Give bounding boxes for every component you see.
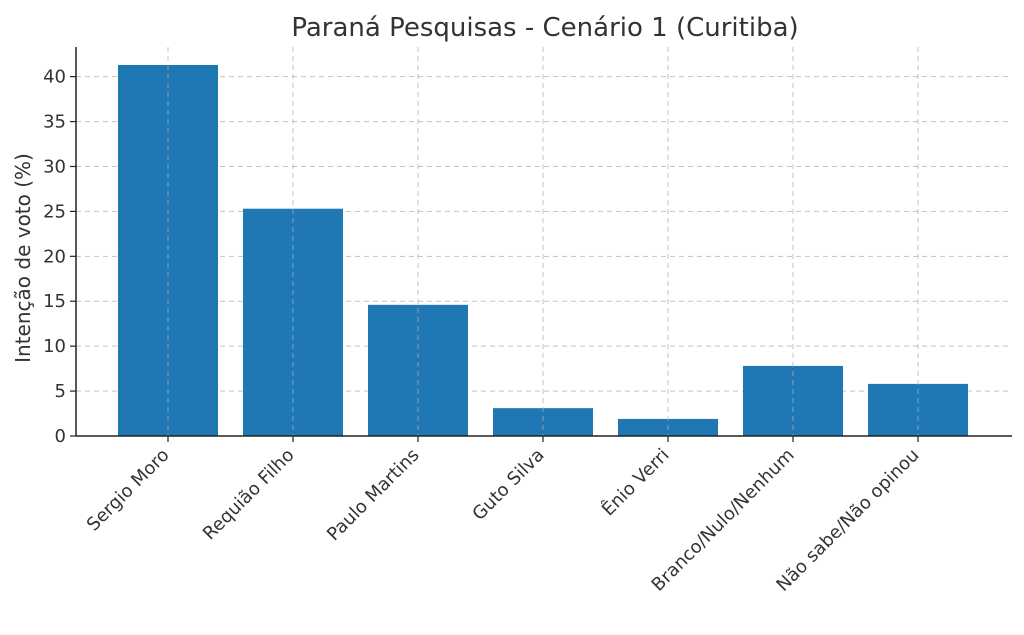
y-tick-label: 30 (43, 156, 66, 177)
x-tick-label: Ênio Verri (597, 444, 673, 520)
x-tick-label: Paulo Martins (323, 445, 423, 545)
bar (493, 408, 593, 436)
y-tick-label: 40 (43, 67, 66, 88)
y-tick-label: 0 (55, 426, 66, 447)
x-tick-label: Sergio Moro (83, 445, 174, 536)
y-ticks-layer: 0 5 10 15 20 25 30 35 40 (43, 67, 76, 447)
grid-layer (76, 76, 1012, 392)
x-ticks-layer: Sergio Moro Requião Filho Paulo Martins Gut… (83, 436, 924, 596)
axes-layer (75, 47, 1012, 437)
y-tick-label: 15 (43, 291, 66, 312)
y-tick-label: 25 (43, 201, 66, 222)
y-tick-label: 35 (43, 112, 66, 133)
chart-title: Paraná Pesquisas - Cenário 1 (Curitiba) (291, 13, 798, 43)
x-tick-label: Branco/Nulo/Nenhum (648, 445, 799, 596)
x-tick-label: Requião Filho (199, 445, 299, 545)
y-axis-label: Intenção de voto (%) (11, 153, 35, 363)
x-grid-layer (167, 47, 919, 436)
x-tick-label: Guto Silva (468, 445, 548, 525)
x-tick-label: Não sabe/Não opinou (772, 445, 923, 596)
y-tick-label: 20 (43, 246, 66, 267)
y-tick-label: 10 (43, 336, 66, 357)
y-tick-label: 5 (55, 381, 66, 402)
